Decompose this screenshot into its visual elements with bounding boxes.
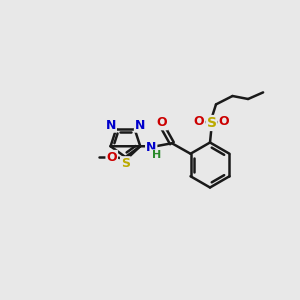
Text: N: N xyxy=(146,141,156,154)
Text: S: S xyxy=(121,157,130,170)
Text: O: O xyxy=(106,151,117,164)
Text: S: S xyxy=(206,116,217,130)
Text: O: O xyxy=(219,115,230,128)
Text: O: O xyxy=(157,116,167,129)
Text: H: H xyxy=(152,150,161,160)
Text: N: N xyxy=(135,119,145,132)
Text: N: N xyxy=(106,119,116,132)
Text: O: O xyxy=(194,115,204,128)
